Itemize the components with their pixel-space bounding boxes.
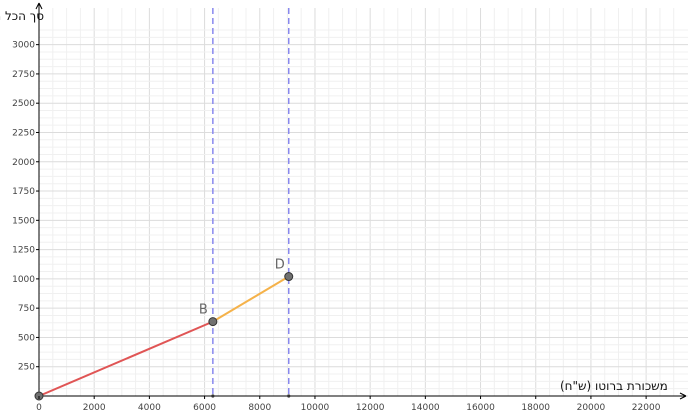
y-tick-label: 1500	[12, 216, 35, 226]
x-tick-label: 14000	[411, 403, 440, 413]
y-axis-title: סך הכל מס הכנסה (ש"ח)	[0, 9, 44, 23]
axis-marker	[211, 394, 215, 398]
x-tick-label: 2000	[83, 403, 106, 413]
y-tick-label: 2750	[12, 70, 35, 80]
x-tick-label: 22000	[632, 403, 661, 413]
y-tick-label: 2500	[12, 99, 35, 109]
y-axis-arrow	[35, 2, 43, 10]
y-tick-label: 1750	[12, 187, 35, 197]
x-axis-title: משכורת ברוטו (ש"ח)	[560, 379, 668, 393]
series-line	[38, 320, 214, 397]
x-tick-label: 6000	[193, 403, 216, 413]
x-axis-arrow	[679, 392, 687, 400]
vertical-lines	[212, 8, 290, 396]
x-tick-label: 0	[36, 403, 42, 413]
y-tick-label: 2000	[12, 158, 35, 168]
x-tick-label: 16000	[466, 403, 495, 413]
grid	[38, 8, 688, 397]
data-point[interactable]	[284, 272, 294, 282]
ticks: 0 2000 4000 6000 8000 10000 12000 14000 16000 180…	[12, 41, 661, 413]
point-label: B	[199, 303, 208, 318]
series	[38, 275, 290, 397]
y-tick-label: 1250	[12, 246, 35, 256]
x-tick-label: 10000	[301, 403, 330, 413]
y-tick-label: 250	[18, 363, 35, 373]
data-point[interactable]	[208, 317, 218, 327]
y-tick-label: 750	[18, 304, 35, 314]
y-tick-label: 500	[18, 333, 35, 343]
x-tick-label: 4000	[138, 403, 161, 413]
point-label: D	[275, 258, 285, 273]
series-line	[212, 275, 290, 323]
x-tick-label: 8000	[248, 403, 271, 413]
y-tick-label: 2250	[12, 128, 35, 138]
axis-marker	[287, 394, 291, 398]
y-tick-label: 1000	[12, 275, 35, 285]
x-tick-label: 20000	[577, 403, 606, 413]
x-tick-label: 18000	[521, 403, 550, 413]
x-tick-label: 12000	[356, 403, 385, 413]
axes	[35, 2, 687, 400]
y-tick-label: 3000	[12, 41, 35, 51]
